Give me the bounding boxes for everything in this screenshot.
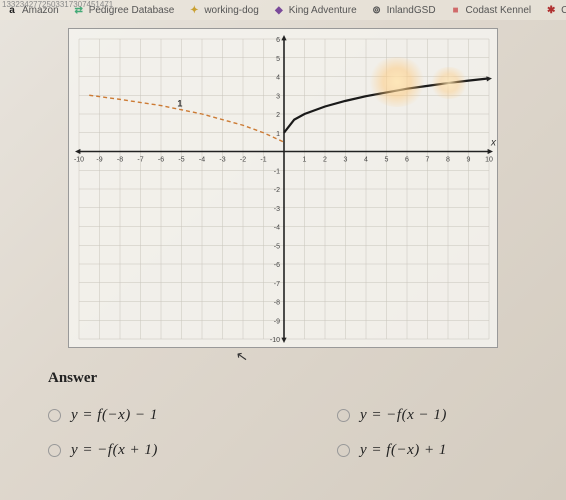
answer-section: Answer y = f(−x) − 1 y = −f(x − 1) y = −f(… bbox=[48, 370, 566, 459]
svg-text:-4: -4 bbox=[199, 157, 205, 164]
bookmark-item[interactable]: ⊚ InlandGSD bbox=[371, 4, 436, 16]
radio-icon bbox=[48, 409, 61, 422]
bookmark-label: working-dog bbox=[204, 5, 258, 16]
svg-text:-7: -7 bbox=[137, 157, 143, 164]
bookmark-icon: ⊚ bbox=[371, 4, 383, 16]
option-d[interactable]: y = f(−x) + 1 bbox=[337, 442, 566, 459]
svg-text:-2: -2 bbox=[240, 157, 246, 164]
bookmark-item[interactable]: ◆ King Adventure bbox=[273, 4, 357, 16]
svg-text:-1: -1 bbox=[260, 157, 266, 164]
svg-text:-9: -9 bbox=[96, 157, 102, 164]
option-label: y = −f(x − 1) bbox=[360, 407, 447, 424]
svg-text:-5: -5 bbox=[274, 243, 280, 250]
chart-container: -10 -9 -8 -7 -6 -5 -4 -3 -2 -1 1 2 3 4 5 6 7 8 9 10 -10 -9 -8 -… bbox=[68, 28, 498, 348]
svg-text:3: 3 bbox=[344, 157, 348, 164]
svg-text:5: 5 bbox=[385, 157, 389, 164]
svg-text:-3: -3 bbox=[274, 206, 280, 213]
options-grid: y = f(−x) − 1 y = −f(x − 1) y = −f(x + 1) y… bbox=[48, 407, 566, 459]
svg-text:10: 10 bbox=[485, 157, 493, 164]
bookmark-label: King Adventure bbox=[289, 5, 357, 16]
answer-heading: Answer bbox=[48, 370, 566, 387]
bookmark-label: InlandGSD bbox=[387, 5, 436, 16]
svg-text:-8: -8 bbox=[117, 157, 123, 164]
bookmark-label: Codast Kennel bbox=[466, 5, 532, 16]
radio-icon bbox=[48, 444, 61, 457]
option-label: y = f(−x) − 1 bbox=[71, 407, 158, 424]
svg-text:4: 4 bbox=[276, 75, 280, 82]
radio-icon bbox=[337, 444, 350, 457]
svg-text:-1: -1 bbox=[274, 168, 280, 175]
svg-text:2: 2 bbox=[276, 112, 280, 119]
bookmark-icon: ■ bbox=[450, 4, 462, 16]
svg-text:2: 2 bbox=[323, 157, 327, 164]
svg-text:3: 3 bbox=[276, 93, 280, 100]
bookmark-label: Cockatiel Bre bbox=[561, 5, 566, 16]
mouse-cursor-icon: ↖ bbox=[235, 347, 250, 366]
svg-text:-3: -3 bbox=[219, 157, 225, 164]
svg-text:4: 4 bbox=[364, 157, 368, 164]
svg-text:1: 1 bbox=[276, 131, 280, 138]
option-label: y = f(−x) + 1 bbox=[360, 442, 447, 459]
svg-text:5: 5 bbox=[276, 56, 280, 63]
svg-text:6: 6 bbox=[405, 157, 409, 164]
bookmark-item[interactable]: ✱ Cockatiel Bre bbox=[545, 4, 566, 16]
svg-text:-9: -9 bbox=[274, 318, 280, 325]
svg-text:8: 8 bbox=[446, 157, 450, 164]
svg-text:-10: -10 bbox=[270, 337, 280, 344]
svg-text:1: 1 bbox=[177, 99, 182, 109]
svg-text:-6: -6 bbox=[158, 157, 164, 164]
radio-icon bbox=[337, 409, 350, 422]
bookmark-icon: ✱ bbox=[545, 4, 557, 16]
bookmark-item[interactable]: ✦ working-dog bbox=[188, 4, 258, 16]
option-a[interactable]: y = f(−x) − 1 bbox=[48, 407, 277, 424]
url-fragment: 1332342772503317307451471 bbox=[2, 0, 113, 9]
svg-text:6: 6 bbox=[276, 37, 280, 44]
svg-text:-6: -6 bbox=[274, 262, 280, 269]
svg-text:7: 7 bbox=[426, 157, 430, 164]
svg-text:x: x bbox=[490, 138, 497, 149]
svg-text:1: 1 bbox=[303, 157, 307, 164]
option-label: y = −f(x + 1) bbox=[71, 442, 158, 459]
svg-text:-8: -8 bbox=[274, 300, 280, 307]
function-chart: -10 -9 -8 -7 -6 -5 -4 -3 -2 -1 1 2 3 4 5 6 7 8 9 10 -10 -9 -8 -… bbox=[69, 29, 497, 347]
svg-text:-10: -10 bbox=[74, 157, 84, 164]
bookmark-item[interactable]: ■ Codast Kennel bbox=[450, 4, 532, 16]
svg-text:9: 9 bbox=[467, 157, 471, 164]
svg-text:-7: -7 bbox=[274, 281, 280, 288]
svg-text:-4: -4 bbox=[274, 225, 280, 232]
option-c[interactable]: y = −f(x + 1) bbox=[48, 442, 277, 459]
bookmark-icon: ✦ bbox=[188, 4, 200, 16]
svg-text:-5: -5 bbox=[178, 157, 184, 164]
bookmark-icon: ◆ bbox=[273, 4, 285, 16]
svg-text:-2: -2 bbox=[274, 187, 280, 194]
option-b[interactable]: y = −f(x − 1) bbox=[337, 407, 566, 424]
